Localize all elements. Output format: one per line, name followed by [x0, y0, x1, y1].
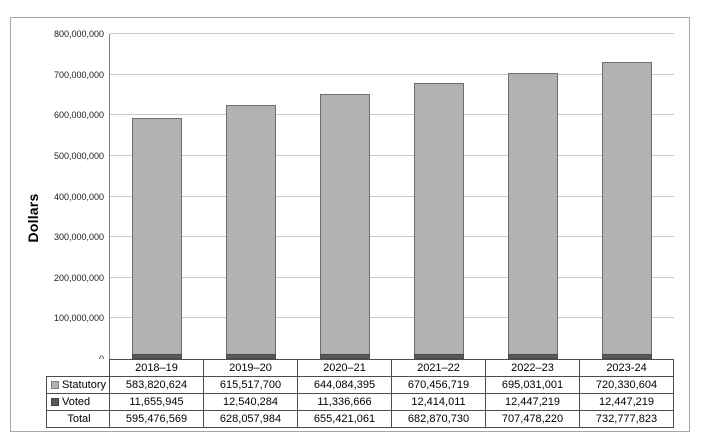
bar-statutory-segment — [226, 104, 276, 355]
legend-swatch-statutory — [51, 381, 59, 389]
y-tick-label: 700,000,000 — [53, 69, 104, 80]
value-cell: 11,336,666 — [297, 393, 392, 411]
year-header-cell: 2021–22 — [391, 359, 486, 377]
plot-area: 0100,000,000200,000,000300,000,000400,00… — [54, 29, 674, 364]
gridline — [110, 73, 674, 75]
bar-voted-segment — [132, 354, 182, 359]
data-table: 2018–19 2019–20 2020–21 2021–22 2022–23 2023-… — [46, 359, 674, 428]
value-cell: 695,031,001 — [485, 376, 580, 394]
bar-statutory-segment — [508, 72, 558, 355]
bar-statutory-segment — [602, 62, 652, 355]
table-row: Total 595,476,569 628,057,984 655,421,061 68… — [46, 410, 674, 428]
value-cell: 655,421,061 — [297, 410, 392, 428]
value-cell: 615,517,700 — [203, 376, 298, 394]
y-tick-label: 400,000,000 — [53, 191, 104, 202]
bar-voted-segment — [320, 354, 370, 359]
row-label: Voted — [62, 396, 91, 408]
year-header-cell: 2022–23 — [485, 359, 580, 377]
chart-frame: Dollars 0100,000,000200,000,000300,000,0… — [10, 17, 690, 432]
value-cell: 12,540,284 — [203, 393, 298, 411]
row-label: Statutory — [62, 379, 107, 391]
bar-voted-segment — [508, 353, 558, 359]
value-cell: 12,447,219 — [579, 393, 674, 411]
gridline — [110, 33, 674, 34]
year-header-cell: 2018–19 — [109, 359, 204, 377]
value-cell: 12,447,219 — [485, 393, 580, 411]
bar-statutory-segment — [320, 93, 370, 356]
y-tick-label: 600,000,000 — [53, 110, 104, 121]
bar-group-3 — [414, 82, 464, 359]
value-cell: 644,084,395 — [297, 376, 392, 394]
value-cell: 595,476,569 — [109, 410, 204, 428]
gridline — [110, 195, 674, 197]
gridline — [110, 114, 674, 116]
gridline — [110, 317, 674, 319]
bar-voted-segment — [602, 353, 652, 359]
bar-statutory-segment — [414, 82, 464, 355]
year-header-cell: 2020–21 — [297, 359, 392, 377]
bar-group-4 — [508, 72, 558, 359]
gridline — [110, 276, 674, 278]
y-tick-label: 200,000,000 — [53, 272, 104, 283]
row-label-cell: Statutory — [46, 376, 110, 394]
legend-swatch-voted — [51, 398, 59, 406]
bar-statutory-segment — [132, 118, 182, 356]
y-axis-title: Dollars — [25, 193, 41, 243]
bar-group-5 — [602, 62, 652, 359]
bar-group-0 — [132, 118, 182, 359]
year-header-cell: 2019–20 — [203, 359, 298, 377]
y-tick-label: 300,000,000 — [53, 232, 104, 243]
value-cell: 707,478,220 — [485, 410, 580, 428]
gridline — [110, 154, 674, 156]
table-row: Voted 11,655,945 12,540,284 11,336,666 12,41… — [46, 393, 674, 411]
bar-group-2 — [320, 93, 370, 359]
bar-group-1 — [226, 104, 276, 359]
y-tick-label: 100,000,000 — [53, 313, 104, 324]
value-cell: 670,456,719 — [391, 376, 486, 394]
value-cell: 720,330,604 — [579, 376, 674, 394]
value-cell: 732,777,823 — [579, 410, 674, 428]
row-label-cell: Total — [46, 410, 110, 428]
value-cell: 11,655,945 — [109, 393, 204, 411]
bar-voted-segment — [226, 353, 276, 359]
value-cell: 628,057,984 — [203, 410, 298, 428]
value-cell: 583,820,624 — [109, 376, 204, 394]
gridline — [110, 236, 674, 238]
value-cell: 682,870,730 — [391, 410, 486, 428]
year-header-cell: 2023-24 — [579, 359, 674, 377]
y-tick-label: 800,000,000 — [53, 29, 104, 39]
table-corner-cell — [47, 360, 110, 377]
row-label: Total — [67, 413, 91, 425]
row-label-cell: Voted — [46, 393, 110, 411]
value-cell: 12,414,011 — [391, 393, 486, 411]
table-row: Statutory 583,820,624 615,517,700 644,084,3… — [46, 376, 674, 394]
y-tick-label: 500,000,000 — [53, 150, 104, 161]
bar-voted-segment — [414, 353, 464, 359]
